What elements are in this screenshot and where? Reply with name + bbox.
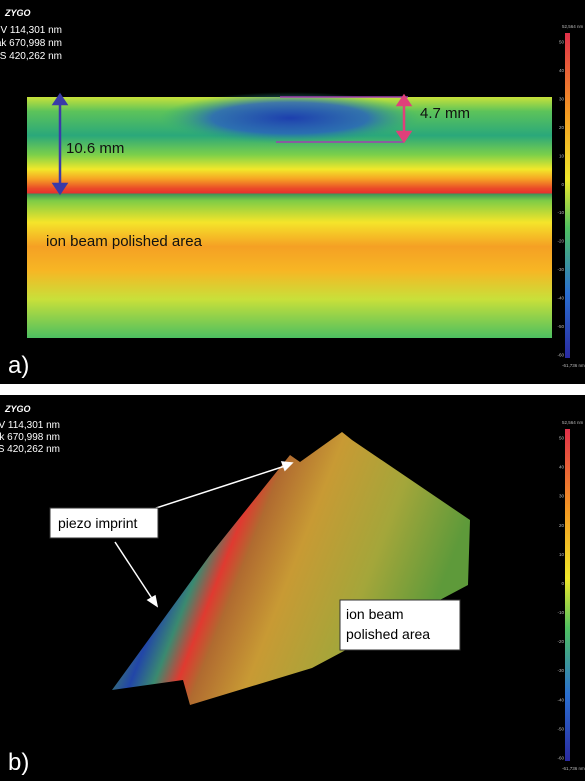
colorbar-tick-label: -50 [557,324,564,329]
stat: RMS 420,262 nm [0,51,62,62]
colorbar-tick-label: -10 [557,610,564,615]
stat: PV 114,301 nm [0,420,60,431]
colorbar-tick-label: -10 [557,210,564,215]
stat: Peak 670,998 nm [0,432,60,443]
annotation: 10.6 mm [66,140,124,157]
stat: RMS 420,262 nm [0,444,60,455]
page: {"panel_a": {"logo": "ZYGO", "stats": ["… [0,0,585,781]
piezo-imprint-region [160,92,420,144]
annotation: piezo imprint [58,515,137,531]
colorbar-tick-label: 10 [559,552,565,557]
colorbar-tick-label: -40 [557,697,564,702]
figure: ZYGO PV 114,301 nm Peak 670,998 nm RMS 4… [0,0,585,781]
colorbar-tick-label: -60 [557,353,564,358]
panel-label: b) [8,749,29,776]
colorbar-tick-label: 20 [559,523,565,528]
annotation: ion beam [346,606,404,622]
colorbar-tick-label: -20 [557,239,564,244]
colorbar-tick-label: 50 [559,436,565,441]
colorbar-tick-label: -30 [557,668,564,673]
colorbar-tick-label: 40 [559,465,565,470]
colorbar [565,429,570,761]
colorbar-tick-label: 20 [559,125,565,130]
colorbar [565,33,570,358]
colorbar-tick-label: -20 [557,639,564,644]
colorbar-tick-label: 30 [559,494,565,499]
panel-label: a) [8,352,29,379]
logo: ZYGO [4,404,31,414]
logo: ZYGO [4,8,31,18]
colorbar-tick-label: 40 [559,68,565,73]
stat: PV 114,301 nm [0,25,62,36]
colorbar-tick-label: 50 [559,40,565,45]
colorbar-min: -61,736 nm [562,363,585,368]
stat: Peak 670,998 nm [0,38,62,49]
colorbar-tick-label: -30 [557,267,564,272]
colorbar-tick-label: -60 [557,756,564,761]
colorbar-tick-label: -40 [557,296,564,301]
colorbar-tick-label: 10 [559,153,565,158]
colorbar-tick-label: -50 [557,726,564,731]
colorbar-tick-label: 30 [559,96,565,101]
annotation: ion beam polished area [46,233,203,250]
colorbar-max: 52,564 nm [562,24,584,29]
colorbar-min: -61,736 nm [562,766,585,771]
annotation: polished area [346,626,430,642]
colorbar-max: 52,564 nm [562,420,584,425]
annotation: 4.7 mm [420,105,470,122]
